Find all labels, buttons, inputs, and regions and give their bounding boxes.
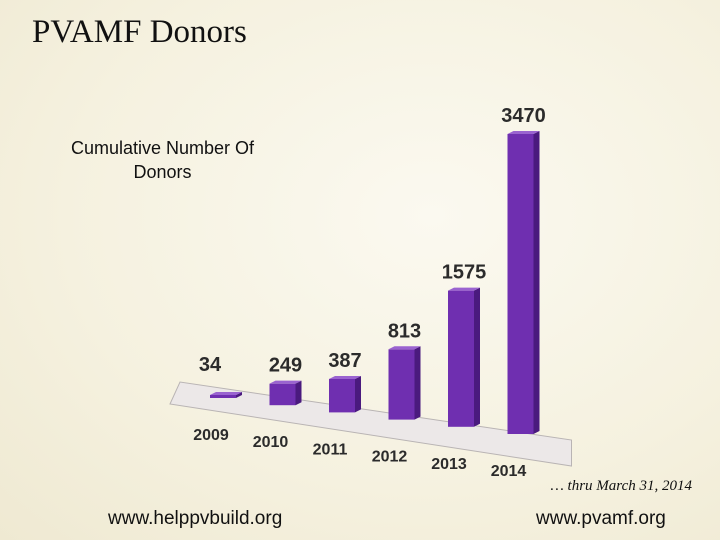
value-label-2010: 249 (269, 355, 302, 377)
bar-top-2013 (448, 287, 480, 291)
bar-front-2013 (448, 290, 474, 427)
value-label-2009: 34 (199, 354, 222, 376)
category-labels-group: 2009 2010 2011 2012 2013 2014 (193, 427, 526, 480)
bar-front-2011 (329, 378, 355, 413)
helppvbuild-link[interactable]: www.helppvbuild.org (108, 508, 283, 529)
bar-side-2014 (533, 131, 540, 434)
bar-top-2011 (329, 375, 361, 379)
bar-front-2014 (507, 134, 534, 434)
chart-title: Cumulative Number Of Donors (70, 138, 255, 182)
bar-top-2012 (388, 346, 421, 350)
bar-2009 (210, 392, 242, 398)
bar-top-2014 (507, 131, 540, 134)
bar-2010 (269, 380, 302, 406)
bar-side-2013 (474, 287, 480, 427)
bar-top-2009 (210, 392, 242, 395)
value-label-2011: 387 (328, 350, 361, 372)
value-label-2014: 3470 (501, 105, 546, 127)
bar-top-2010 (269, 380, 302, 384)
category-label-2009: 2009 (193, 427, 229, 444)
bar-side-2010 (295, 380, 302, 406)
category-label-2010: 2010 (253, 434, 289, 451)
bar-side-2011 (355, 375, 361, 413)
slide-title: PVAMF Donors (32, 14, 247, 50)
category-label-2011: 2011 (313, 441, 348, 458)
bar-2014 (507, 131, 540, 434)
value-label-2012: 813 (388, 320, 421, 342)
bar-front-2012 (388, 349, 415, 420)
value-labels-group: 34 249 387 813 1575 3470 (199, 105, 546, 377)
bar-front-2010 (269, 383, 296, 406)
date-footnote: … thru March 31, 2014 (550, 478, 692, 494)
bar-2013 (448, 287, 480, 427)
bar-2011 (329, 375, 361, 413)
category-label-2014: 2014 (491, 463, 527, 480)
bar-side-2012 (414, 346, 421, 420)
bar-2012 (388, 346, 421, 420)
value-label-2013: 1575 (442, 262, 487, 284)
category-label-2012: 2012 (372, 449, 408, 466)
bar-front-2009 (210, 395, 236, 398)
bars-group (210, 131, 540, 434)
bar-side-2009 (236, 392, 242, 398)
pvamf-link[interactable]: www.pvamf.org (536, 508, 666, 529)
category-label-2013: 2013 (431, 456, 467, 473)
